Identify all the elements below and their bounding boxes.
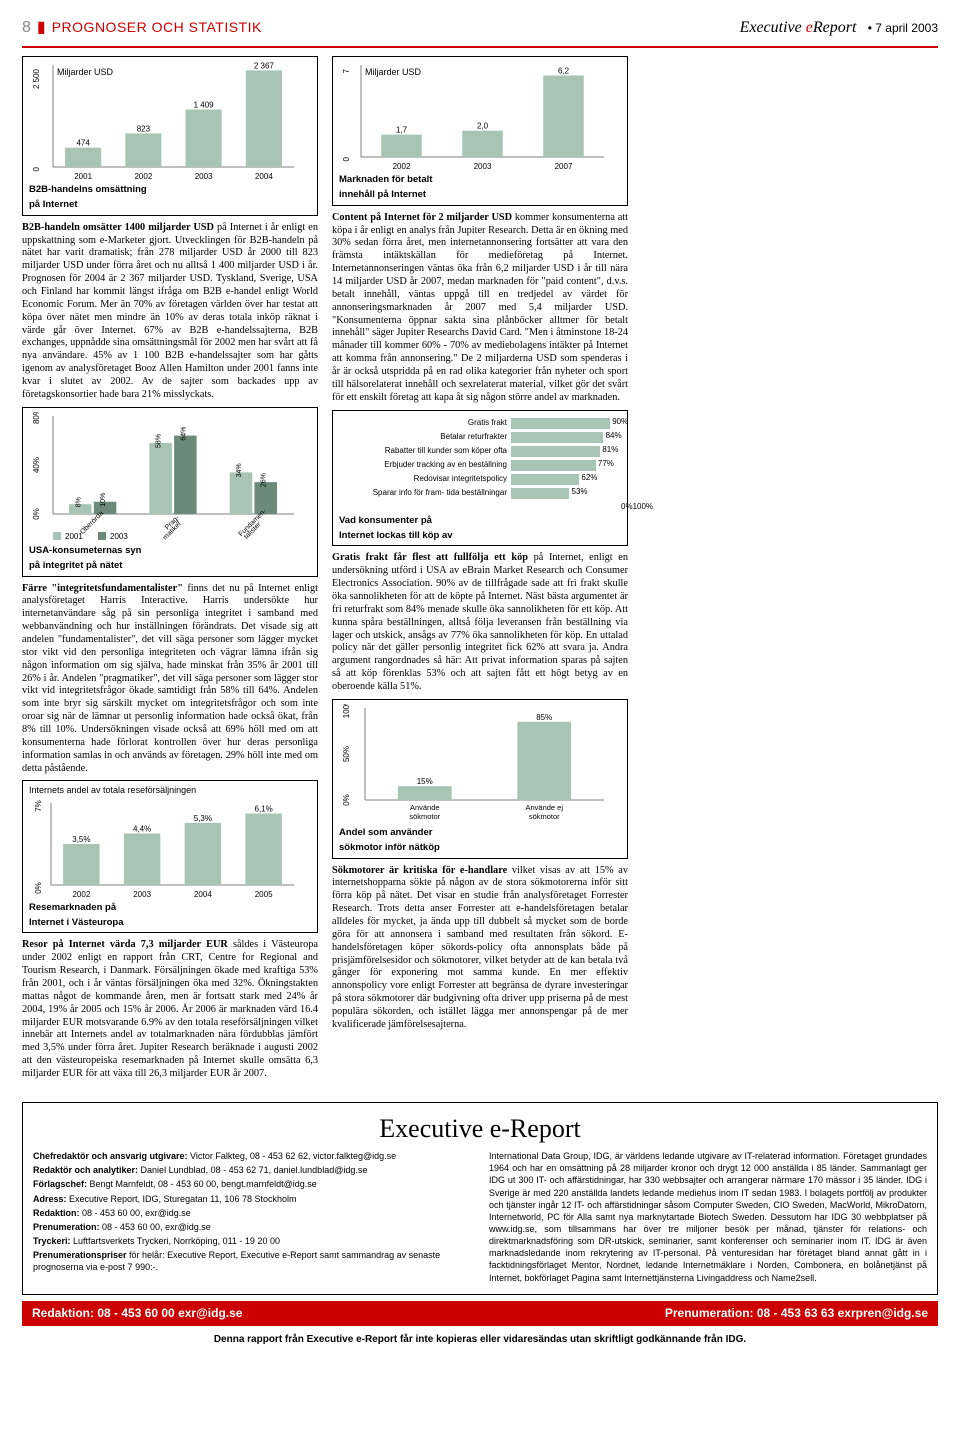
- svg-text:8%: 8%: [75, 497, 82, 507]
- chart-purchase-drivers: Gratis frakt 90% Betalar returfrakter 84…: [332, 410, 628, 547]
- svg-text:2007: 2007: [555, 162, 573, 171]
- svg-text:2003: 2003: [133, 890, 151, 899]
- footer-left-col: Chefredaktör och ansvarig utgivare: Vict…: [33, 1150, 471, 1286]
- header-date: • 7 april 2003: [864, 21, 938, 36]
- chart-search-engine: 0%50%100%15%Användesökmotor85%Använde ej…: [332, 699, 628, 859]
- copyright-notice: Denna rapport från Executive e-Report få…: [22, 1334, 938, 1347]
- svg-text:50%: 50%: [342, 746, 351, 762]
- chart4-title-1: Marknaden för betalt: [339, 174, 621, 186]
- svg-text:474: 474: [76, 139, 90, 148]
- svg-text:2001: 2001: [74, 172, 92, 181]
- svg-text:2002: 2002: [134, 172, 152, 181]
- svg-text:26%: 26%: [261, 473, 268, 487]
- section-title: PROGNOSER OCH STATISTIK: [52, 19, 262, 37]
- footer-masthead: Executive e-Report Chefredaktör och ansv…: [22, 1102, 938, 1295]
- svg-text:1 409: 1 409: [194, 101, 215, 110]
- publication-title: Executive eReport: [740, 18, 857, 38]
- header-bar: 8 ▮ PROGNOSER OCH STATISTIK Executive eR…: [22, 18, 938, 38]
- svg-text:Använde: Använde: [410, 803, 440, 812]
- svg-text:7: 7: [342, 68, 351, 73]
- contact-redaktion: Redaktion: 08 - 453 60 00 exr@idg.se: [32, 1306, 242, 1321]
- para-search: Sökmotorer är kritiska för e-handlare vi…: [332, 865, 628, 1032]
- svg-text:0: 0: [32, 166, 41, 171]
- svg-text:5,3%: 5,3%: [194, 814, 212, 823]
- svg-text:0%: 0%: [34, 882, 43, 894]
- svg-text:Miljarder USD: Miljarder USD: [57, 67, 114, 77]
- contact-prenumeration: Prenumeration: 08 - 453 63 63 exrpren@id…: [665, 1306, 928, 1321]
- chart4-title-2: innehåll på Internet: [339, 189, 621, 201]
- svg-text:34%: 34%: [236, 463, 243, 477]
- chart6-title-1: Andel som använder: [339, 827, 621, 839]
- svg-text:1,7: 1,7: [396, 126, 408, 135]
- svg-text:sökmotor: sökmotor: [409, 812, 440, 821]
- svg-text:2001: 2001: [65, 532, 83, 541]
- svg-text:40%: 40%: [32, 457, 41, 473]
- svg-text:0: 0: [342, 156, 351, 161]
- hbar-row: Betalar returfrakter 84%: [339, 432, 621, 443]
- hbar-row: Rabatter till kunder som köper ofta 81%: [339, 446, 621, 457]
- chart-b2b-turnover: 2 500 0 Miljarder USD 474 2001 823 2002 1 409 20…: [22, 56, 318, 216]
- svg-text:2002: 2002: [393, 162, 411, 171]
- svg-text:sökmotor: sökmotor: [529, 812, 560, 821]
- svg-text:6,1%: 6,1%: [255, 804, 273, 813]
- header-separator: ▮: [37, 18, 46, 38]
- svg-text:2 367: 2 367: [254, 61, 275, 70]
- svg-text:15%: 15%: [417, 777, 433, 786]
- chart5-title-1: Vad konsumenter på: [339, 515, 621, 527]
- svg-text:0%: 0%: [342, 794, 351, 806]
- article-columns: 2 500 0 Miljarder USD 474 2001 823 2002 1 409 20…: [22, 56, 938, 1096]
- svg-text:2004: 2004: [255, 172, 273, 181]
- chart-integrity: 0%40%80%8%10%Oberörda58%64%Prag-matiker3…: [22, 407, 318, 577]
- svg-text:3,5%: 3,5%: [72, 835, 90, 844]
- header-divider: [22, 46, 938, 48]
- svg-text:64%: 64%: [180, 426, 187, 440]
- contact-bar: Redaktion: 08 - 453 60 00 exr@idg.se Pre…: [22, 1301, 938, 1326]
- para-shipping: Gratis frakt får flest att fullfölja ett…: [332, 552, 628, 693]
- chart5-title-2: Internet lockas till köp av: [339, 530, 621, 542]
- chart2-title-1: USA-konsumeternas syn: [29, 545, 311, 557]
- page-number: 8: [22, 18, 31, 38]
- svg-text:85%: 85%: [536, 713, 552, 722]
- para-integrity: Färre "integritetsfundamentalister" finn…: [22, 583, 318, 776]
- para-b2b: B2B-handeln omsätter 1400 miljarder USD …: [22, 222, 318, 402]
- svg-text:7%: 7%: [34, 800, 43, 812]
- svg-text:4,4%: 4,4%: [133, 824, 151, 833]
- hbar-row: Gratis frakt 90%: [339, 418, 621, 429]
- svg-text:10%: 10%: [100, 493, 107, 507]
- svg-text:Miljarder USD: Miljarder USD: [365, 67, 422, 77]
- para-travel: Resor på Internet värda 7,3 miljarder EU…: [22, 939, 318, 1080]
- svg-text:2005: 2005: [255, 890, 273, 899]
- svg-text:2,0: 2,0: [477, 122, 489, 131]
- svg-text:2004: 2004: [194, 890, 212, 899]
- chart1-title-2: på Internet: [29, 199, 311, 211]
- svg-text:100%: 100%: [342, 704, 351, 718]
- para-content: Content på Internet för 2 miljarder USD …: [332, 212, 628, 405]
- chart1-title-1: B2B-handelns omsättning: [29, 184, 311, 196]
- footer-brand: Executive e-Report: [33, 1111, 927, 1146]
- svg-text:80%: 80%: [32, 412, 41, 424]
- svg-text:2003: 2003: [474, 162, 492, 171]
- svg-text:823: 823: [137, 124, 151, 133]
- hbar-row: Redovisar integritetspolicy 62%: [339, 474, 621, 485]
- svg-text:2003: 2003: [110, 532, 128, 541]
- chart2-title-2: på integritet på nätet: [29, 560, 311, 572]
- svg-text:Använde ej: Använde ej: [525, 803, 563, 812]
- hbar-row: Erbjuder tracking av en beställning 77%: [339, 460, 621, 471]
- svg-text:2 500: 2 500: [32, 68, 41, 89]
- svg-text:0%: 0%: [32, 508, 41, 520]
- chart3-title-2: Internet i Västeuropa: [29, 917, 311, 929]
- chart-paid-content: 7 0 Miljarder USD 1,7 2002 2,0 2003 6,2 2007 Mar…: [332, 56, 628, 206]
- chart6-title-2: sökmotor inför nätköp: [339, 842, 621, 854]
- chart3-heading: Internets andel av totala reseförsäljnin…: [29, 785, 311, 796]
- svg-text:6,2: 6,2: [558, 67, 570, 76]
- chart3-title-1: Resemarknaden på: [29, 902, 311, 914]
- svg-text:58%: 58%: [156, 434, 163, 448]
- hbar-row: Sparar info för fram- tida beställningar…: [339, 488, 621, 499]
- svg-text:2002: 2002: [72, 890, 90, 899]
- svg-text:2003: 2003: [195, 172, 213, 181]
- footer-right-col: International Data Group, IDG, är världe…: [489, 1150, 927, 1286]
- chart-travel: Internets andel av totala reseförsäljnin…: [22, 780, 318, 933]
